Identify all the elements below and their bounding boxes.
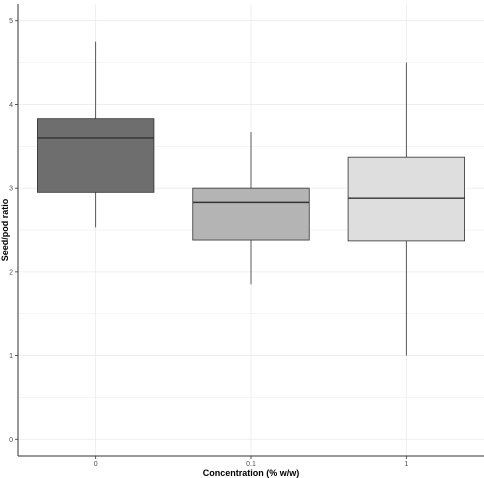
- x-tick-label: 1: [404, 461, 408, 468]
- boxes-layer: [37, 41, 465, 356]
- box-group-1: [347, 62, 465, 356]
- x-tick-label: 0.1: [246, 461, 256, 468]
- x-axis-title: Concentration (% w/w): [203, 468, 300, 478]
- box-iqr: [37, 118, 155, 193]
- box-iqr: [192, 187, 310, 241]
- box-iqr: [347, 156, 465, 242]
- y-tick-label: 1: [9, 353, 13, 360]
- y-tick-label: 2: [9, 269, 13, 276]
- y-tick-label: 3: [9, 186, 13, 193]
- y-tick-label: 4: [9, 102, 13, 109]
- box-group-0: [37, 41, 155, 228]
- tick-labels: 0 1 2 3 4 5 0 0.1 1: [9, 18, 408, 468]
- y-axis-title: Seed/pod ratio: [0, 198, 10, 261]
- y-tick-label: 0: [9, 437, 13, 444]
- x-tick-label: 0: [94, 461, 98, 468]
- y-tick-label: 5: [9, 18, 13, 25]
- box-group-0.1: [192, 132, 310, 285]
